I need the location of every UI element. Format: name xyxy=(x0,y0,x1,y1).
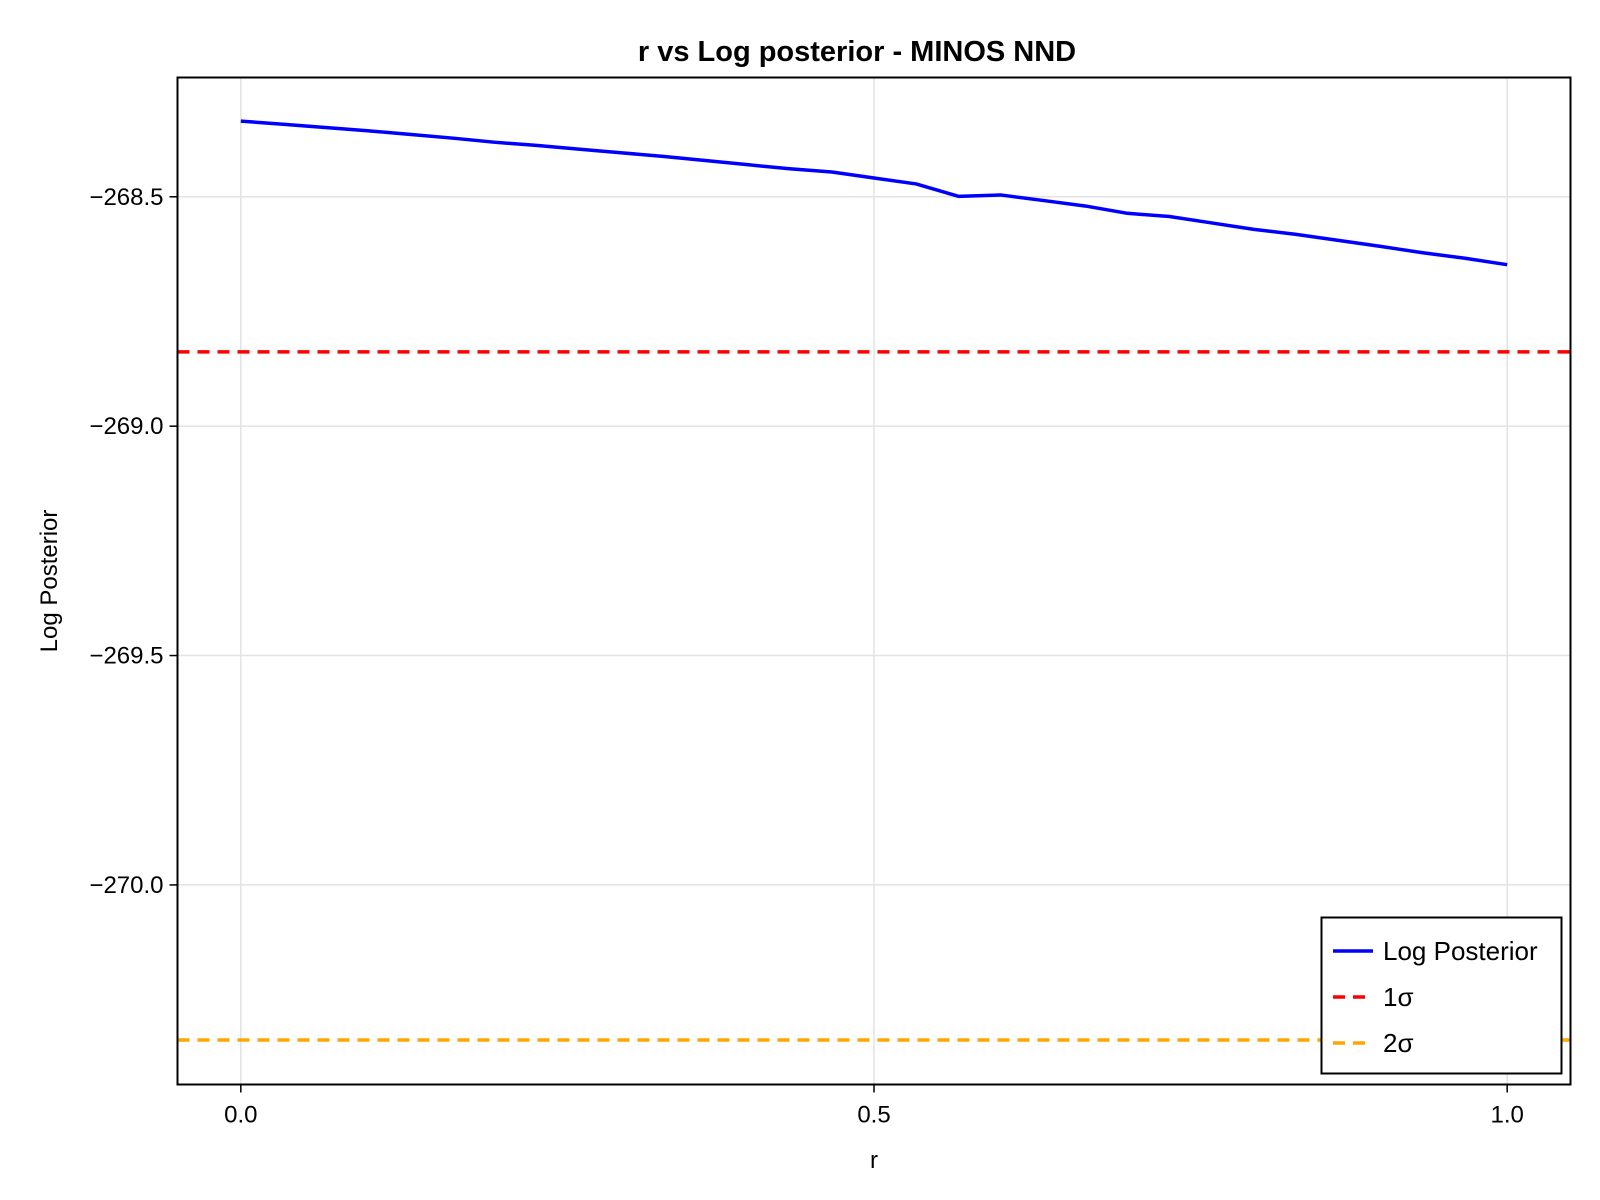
y-axis-label: Log Posterior xyxy=(36,510,63,653)
series-line-log-posterior xyxy=(240,119,1508,267)
x-tick-label: 0.0 xyxy=(224,1102,257,1129)
series xyxy=(240,119,1508,267)
legend: Log Posterior 1σ 2σ xyxy=(1320,916,1563,1075)
y-tick-label: −269.0 xyxy=(89,413,163,440)
legend-label: Log Posterior xyxy=(1383,936,1538,966)
y-axis-ticks: −268.5 −269.0 −269.5 −270.0 xyxy=(89,184,178,899)
legend-label: 2σ xyxy=(1383,1028,1414,1058)
legend-label: 1σ xyxy=(1383,982,1414,1012)
y-tick-label: −268.5 xyxy=(89,184,163,211)
chart-title: r vs Log posterior - MINOS NND xyxy=(638,36,1076,68)
y-tick-label: −269.5 xyxy=(89,643,163,670)
x-tick-label: 0.5 xyxy=(857,1102,890,1129)
x-axis-label: r xyxy=(870,1147,878,1174)
x-axis-ticks: 0.0 0.5 1.0 xyxy=(224,1084,1524,1129)
x-tick-label: 1.0 xyxy=(1490,1102,1523,1129)
grid xyxy=(177,77,1571,1085)
y-tick-label: −270.0 xyxy=(89,872,163,899)
